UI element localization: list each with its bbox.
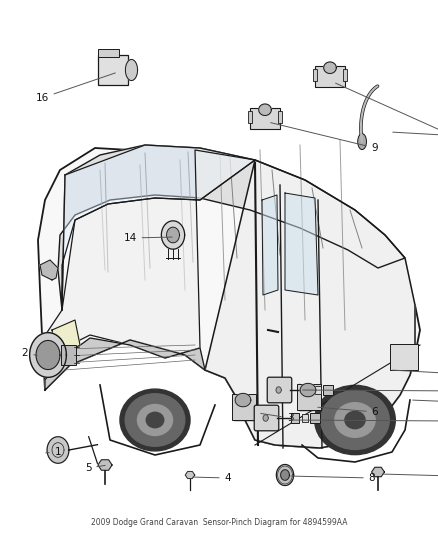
Bar xyxy=(232,394,256,421)
Bar xyxy=(314,386,321,394)
Polygon shape xyxy=(235,393,251,407)
Bar xyxy=(304,385,312,395)
Bar xyxy=(313,69,317,81)
Polygon shape xyxy=(42,150,255,370)
Text: 12: 12 xyxy=(291,417,438,427)
Polygon shape xyxy=(185,472,195,479)
Text: 4: 4 xyxy=(193,473,231,483)
Text: 17: 17 xyxy=(336,83,438,153)
Text: 8: 8 xyxy=(291,473,375,483)
Ellipse shape xyxy=(146,412,164,427)
Ellipse shape xyxy=(321,391,389,449)
Polygon shape xyxy=(300,383,316,397)
Polygon shape xyxy=(205,160,415,448)
Text: 7: 7 xyxy=(383,474,438,485)
Ellipse shape xyxy=(335,402,375,437)
Text: 16: 16 xyxy=(35,73,115,103)
Polygon shape xyxy=(262,195,278,295)
Text: 2009 Dodge Grand Caravan  Sensor-Pinch Diagram for 4894599AA: 2009 Dodge Grand Caravan Sensor-Pinch Di… xyxy=(91,518,347,527)
Ellipse shape xyxy=(315,385,396,455)
Polygon shape xyxy=(62,145,255,310)
Polygon shape xyxy=(259,104,271,116)
Polygon shape xyxy=(161,221,185,249)
Polygon shape xyxy=(276,464,293,486)
Polygon shape xyxy=(47,437,69,463)
Polygon shape xyxy=(52,320,80,358)
Text: 10: 10 xyxy=(303,387,438,397)
Bar xyxy=(278,111,282,123)
Text: 11: 11 xyxy=(393,370,438,400)
Polygon shape xyxy=(166,227,180,243)
Text: 3: 3 xyxy=(261,413,293,423)
Bar xyxy=(301,414,308,422)
Bar xyxy=(314,66,345,87)
Text: 6: 6 xyxy=(318,407,378,417)
Polygon shape xyxy=(263,415,268,421)
Polygon shape xyxy=(38,148,420,448)
Polygon shape xyxy=(98,460,112,470)
Text: 9: 9 xyxy=(271,123,378,153)
Ellipse shape xyxy=(125,394,185,446)
Bar xyxy=(297,384,321,410)
Bar xyxy=(310,413,320,423)
Text: 15: 15 xyxy=(393,132,438,163)
Polygon shape xyxy=(324,62,336,74)
Text: 1: 1 xyxy=(46,447,61,457)
Bar xyxy=(323,385,333,395)
Polygon shape xyxy=(125,60,138,80)
Polygon shape xyxy=(276,387,281,393)
Bar xyxy=(343,69,347,81)
Polygon shape xyxy=(30,333,67,377)
FancyBboxPatch shape xyxy=(254,405,279,431)
Bar xyxy=(250,108,280,129)
Polygon shape xyxy=(45,338,205,390)
Text: 2: 2 xyxy=(22,348,37,358)
Polygon shape xyxy=(58,145,405,310)
Text: 13: 13 xyxy=(413,400,438,423)
FancyBboxPatch shape xyxy=(267,377,292,403)
Ellipse shape xyxy=(138,405,173,435)
Text: 14: 14 xyxy=(124,233,172,243)
Polygon shape xyxy=(36,341,60,369)
Polygon shape xyxy=(371,467,385,477)
Ellipse shape xyxy=(345,411,365,429)
Bar xyxy=(98,49,119,56)
Ellipse shape xyxy=(120,389,190,451)
Bar xyxy=(390,344,418,370)
Bar xyxy=(61,345,76,365)
Polygon shape xyxy=(285,193,318,295)
Bar xyxy=(248,111,252,123)
Ellipse shape xyxy=(358,134,367,150)
Bar xyxy=(98,55,128,85)
Polygon shape xyxy=(40,260,58,280)
Polygon shape xyxy=(281,470,290,480)
Bar xyxy=(291,413,299,423)
Text: 5: 5 xyxy=(85,463,105,473)
